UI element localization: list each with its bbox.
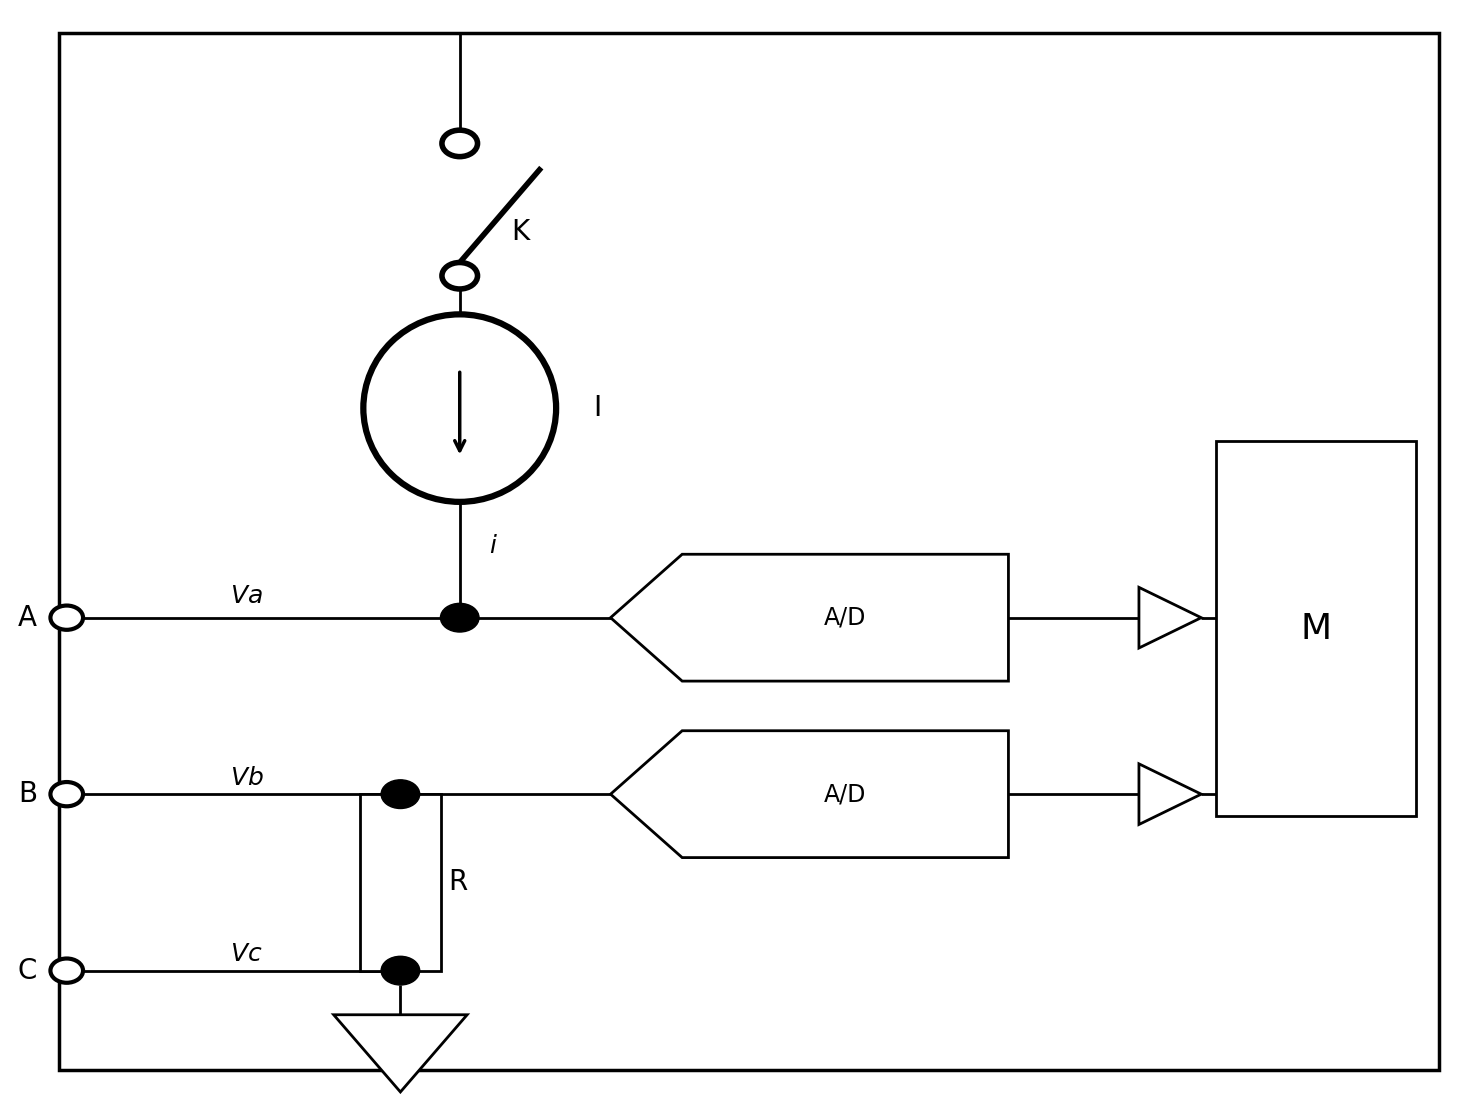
Polygon shape <box>1139 587 1201 649</box>
Text: I: I <box>593 394 602 422</box>
Circle shape <box>381 780 420 808</box>
Circle shape <box>440 603 479 632</box>
Circle shape <box>442 130 478 157</box>
Polygon shape <box>611 730 1008 858</box>
Polygon shape <box>334 1015 467 1092</box>
Polygon shape <box>1139 763 1201 825</box>
Text: $i$: $i$ <box>489 534 498 558</box>
Text: $Vb$: $Vb$ <box>230 765 264 790</box>
Polygon shape <box>611 555 1008 681</box>
Bar <box>1216 441 1416 816</box>
Bar <box>360 794 442 971</box>
Text: A/D: A/D <box>825 606 866 630</box>
Circle shape <box>50 959 83 983</box>
Circle shape <box>381 956 420 985</box>
Text: M: M <box>1301 612 1332 645</box>
Circle shape <box>50 606 83 630</box>
Text: R: R <box>448 868 467 897</box>
Text: A: A <box>18 603 37 632</box>
Text: B: B <box>18 780 37 808</box>
Text: C: C <box>18 956 37 985</box>
Text: A/D: A/D <box>825 782 866 806</box>
Circle shape <box>442 263 478 289</box>
Ellipse shape <box>363 314 556 502</box>
Text: $Vc$: $Vc$ <box>230 942 262 966</box>
Circle shape <box>50 782 83 806</box>
Text: $Va$: $Va$ <box>230 583 262 608</box>
Text: K: K <box>512 217 529 246</box>
